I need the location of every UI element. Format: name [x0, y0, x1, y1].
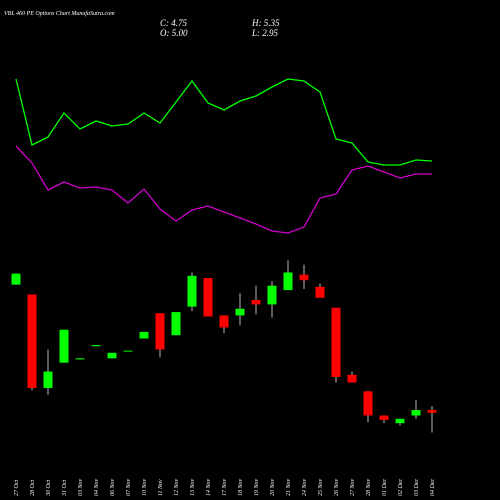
x-tick-label: 24 Nov [301, 478, 308, 496]
chart-title: VBL 460 PE Options Chart MunafaSutra.com [4, 10, 115, 17]
candle-body [43, 371, 53, 388]
x-tick-label: 20 Nov [270, 478, 276, 496]
candle-body [75, 358, 85, 360]
open-label: O: 5.00 [160, 28, 188, 38]
candle-body [251, 300, 261, 305]
x-tick-label: 17 Nov [222, 478, 228, 496]
x-tick-label: 26 Nov [334, 478, 340, 496]
candle-body [91, 345, 101, 347]
x-tick-label: 25 Nov [318, 478, 324, 496]
x-tick-label: 18 Nov [238, 478, 244, 496]
candle-body [139, 331, 149, 339]
x-tick-label: 28 Oct [30, 480, 36, 496]
x-tick-label: 19 Nov [254, 478, 260, 496]
candle-body [283, 272, 293, 291]
candle-body [203, 278, 213, 317]
high-label: H: 5.35 [251, 18, 280, 28]
candle-body [107, 352, 117, 359]
x-tick-label: 28 Nov [366, 478, 372, 496]
close-label: C: 4.75 [160, 18, 188, 28]
x-tick-label: 04 Nov [93, 478, 100, 496]
candle-body [363, 391, 373, 416]
x-tick-label: 31 Oct [62, 480, 68, 497]
candle-body [235, 308, 245, 316]
x-tick-label: 01 Dec [382, 479, 388, 496]
x-tick-label: 04 Dec [429, 479, 436, 496]
candle-body [123, 350, 133, 352]
x-tick-label: 27 Nov [350, 478, 356, 496]
candle-body [299, 274, 309, 281]
candle-body [395, 418, 405, 424]
x-tick-label: 10 Nov [142, 478, 148, 496]
x-tick-label: 14 Nov [205, 478, 212, 496]
x-tick-label: 06 Nov [110, 478, 116, 496]
candle-body [411, 410, 421, 416]
x-tick-label: 27 Oct [14, 480, 20, 496]
candle-body [155, 313, 165, 350]
indicator-line [15, 145, 432, 234]
candle-body [331, 307, 341, 377]
x-tick-label: 07 Nov [126, 478, 132, 496]
candle-body [315, 286, 325, 298]
candle-body [187, 275, 197, 307]
x-tick-label: 02 Dec [398, 479, 404, 496]
candle-body [27, 294, 37, 388]
x-tick-label: 03 Nov [78, 478, 84, 496]
indicator-line [15, 78, 433, 166]
x-tick-label: 13 Nov [190, 478, 196, 496]
candle-body [379, 415, 389, 420]
x-tick-label: 21 Nov [286, 478, 292, 496]
x-tick-label: 30 Oct [46, 480, 52, 497]
candle-body [219, 315, 229, 328]
candle-body [427, 410, 437, 413]
x-tick-label: 11 Nov [158, 479, 164, 496]
candle-body [11, 273, 21, 285]
candle-body [347, 374, 357, 383]
candle-body [171, 312, 181, 336]
x-tick-label: 12 Nov [174, 478, 180, 496]
x-tick-label: 03 Dec [414, 479, 420, 496]
low-label: L: 2.95 [251, 28, 279, 38]
candle-body [267, 285, 277, 305]
candle-body [59, 329, 69, 363]
